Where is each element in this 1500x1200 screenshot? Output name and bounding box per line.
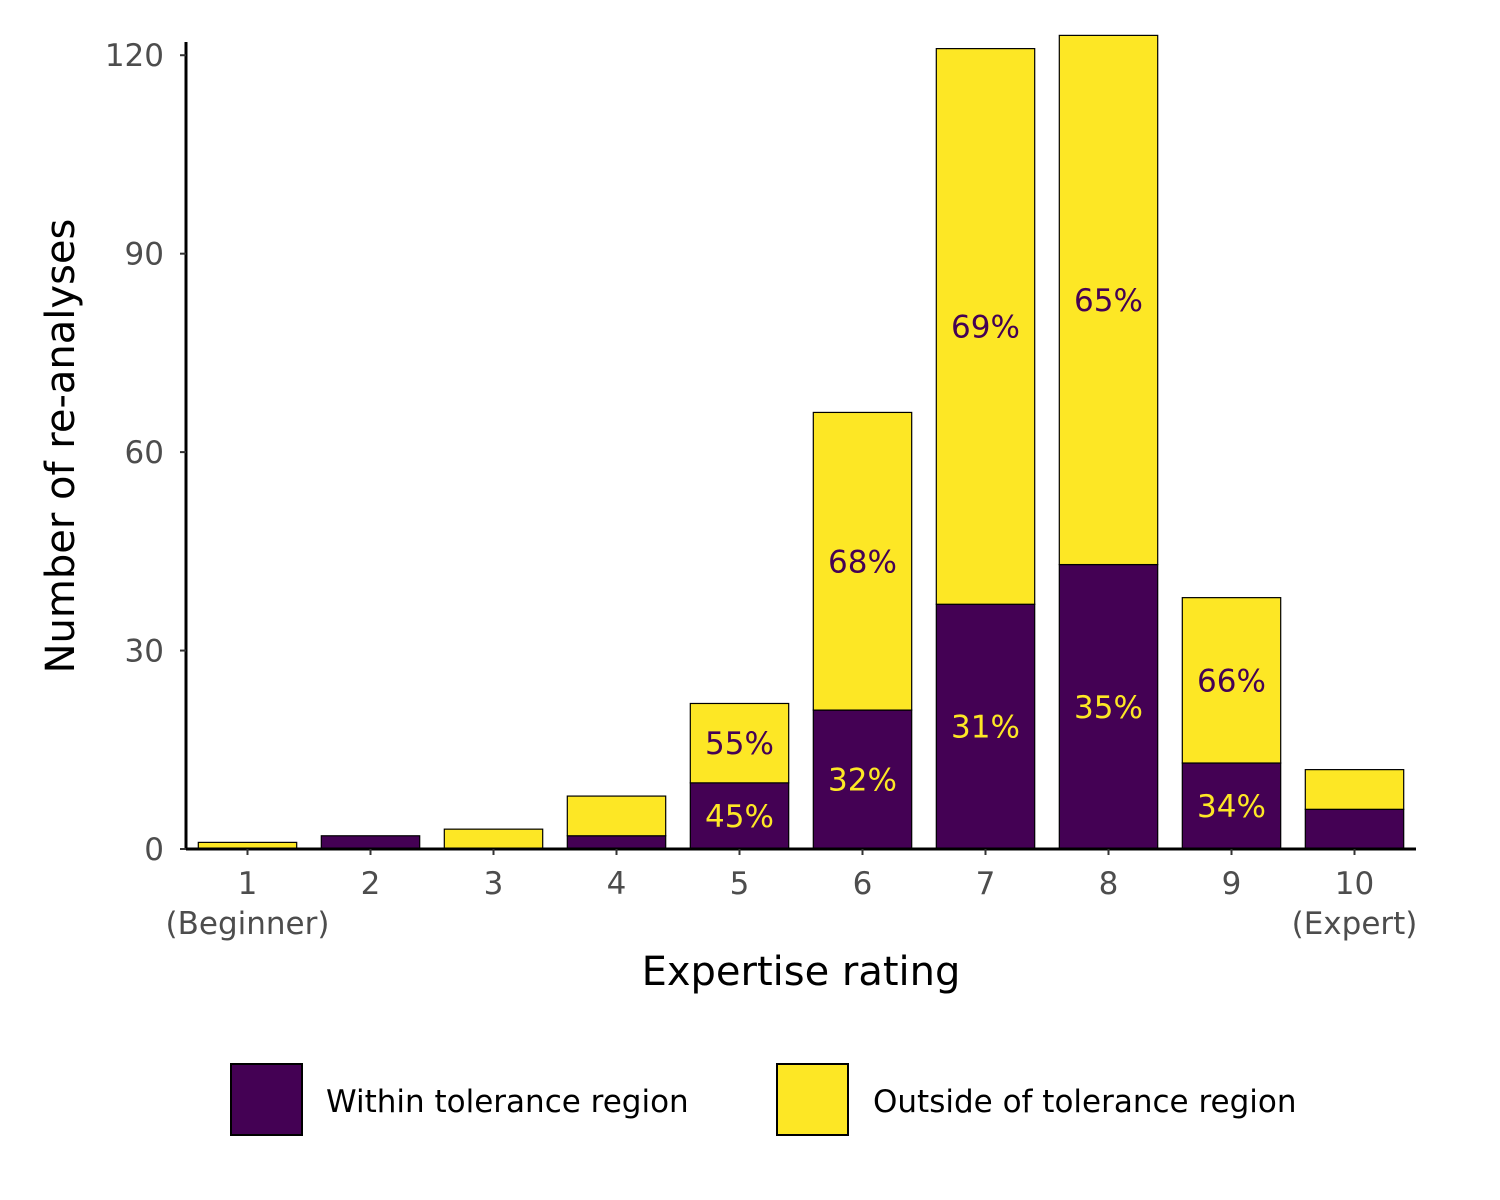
bar-data-label: 66% bbox=[1197, 663, 1266, 699]
x-axis-title: Expertise rating bbox=[642, 949, 961, 995]
x-tick-label: 8 bbox=[1099, 866, 1119, 902]
legend-swatch-outside bbox=[776, 1063, 849, 1136]
bar-segment bbox=[443, 828, 544, 850]
x-tick-label: 5 bbox=[730, 866, 750, 902]
bar-segment bbox=[812, 411, 913, 711]
bar-labels-layer: 45% 32% 31% 35% 34% 55% 68% 69% 65% 66% bbox=[705, 283, 1266, 835]
bar-segment bbox=[935, 48, 1036, 605]
bar-segment bbox=[689, 702, 790, 784]
legend-swatch-within bbox=[230, 1063, 303, 1136]
x-tick-label: 7 bbox=[976, 866, 996, 902]
legend-label-outside: Outside of tolerance region bbox=[873, 1084, 1297, 1120]
bar-data-label: 68% bbox=[828, 544, 897, 580]
bar-segment bbox=[1181, 597, 1282, 764]
bar-segment bbox=[812, 709, 913, 850]
bar-data-label: 65% bbox=[1074, 283, 1143, 319]
x-tick-label: 10 bbox=[1335, 866, 1374, 902]
bar-segment bbox=[566, 835, 667, 850]
legend-label-within: Within tolerance region bbox=[326, 1084, 689, 1120]
bar-data-label: 55% bbox=[705, 726, 774, 762]
x-tick-sublabel: (Beginner) bbox=[166, 906, 330, 942]
x-tick-label: 4 bbox=[607, 866, 627, 902]
y-tick-label: 30 bbox=[125, 634, 164, 670]
y-tick-label: 90 bbox=[125, 237, 164, 273]
x-tick-label: 1 bbox=[238, 866, 258, 902]
bar-data-label: 31% bbox=[951, 710, 1020, 746]
y-tick-label: 0 bbox=[144, 832, 164, 868]
bar-segment bbox=[1058, 563, 1159, 850]
bar-segment bbox=[689, 782, 790, 850]
axes-layer bbox=[184, 42, 1416, 851]
bar-data-label: 32% bbox=[828, 763, 897, 799]
legend: Within tolerance region Outside of toler… bbox=[230, 1063, 1297, 1136]
x-tick-label: 2 bbox=[361, 866, 381, 902]
bar-segment bbox=[320, 835, 421, 850]
bar-segment bbox=[1181, 762, 1282, 850]
bars-layer bbox=[197, 34, 1405, 850]
x-tick-label: 9 bbox=[1222, 866, 1242, 902]
bar-segment bbox=[1304, 769, 1405, 810]
y-tick-label: 120 bbox=[105, 38, 164, 74]
x-tick-label: 3 bbox=[484, 866, 504, 902]
bar-data-label: 35% bbox=[1074, 690, 1143, 726]
y-tick-label: 60 bbox=[125, 435, 164, 471]
bar-segment bbox=[1304, 808, 1405, 850]
bar-data-label: 34% bbox=[1197, 789, 1266, 825]
x-tick-sublabel: (Expert) bbox=[1292, 906, 1418, 942]
bar-data-label: 45% bbox=[705, 799, 774, 835]
bar-segment bbox=[566, 795, 667, 837]
y-axis-title: Number of re-analyses bbox=[38, 219, 84, 674]
ticks-layer: 0 30 60 90 120 1 (Beginner) 2 3 4 5 6 7 8 9 10 (Expert) bbox=[105, 38, 1418, 942]
x-tick-label: 6 bbox=[853, 866, 873, 902]
bar-data-label: 69% bbox=[951, 309, 1020, 345]
bar-segment bbox=[1058, 34, 1159, 566]
